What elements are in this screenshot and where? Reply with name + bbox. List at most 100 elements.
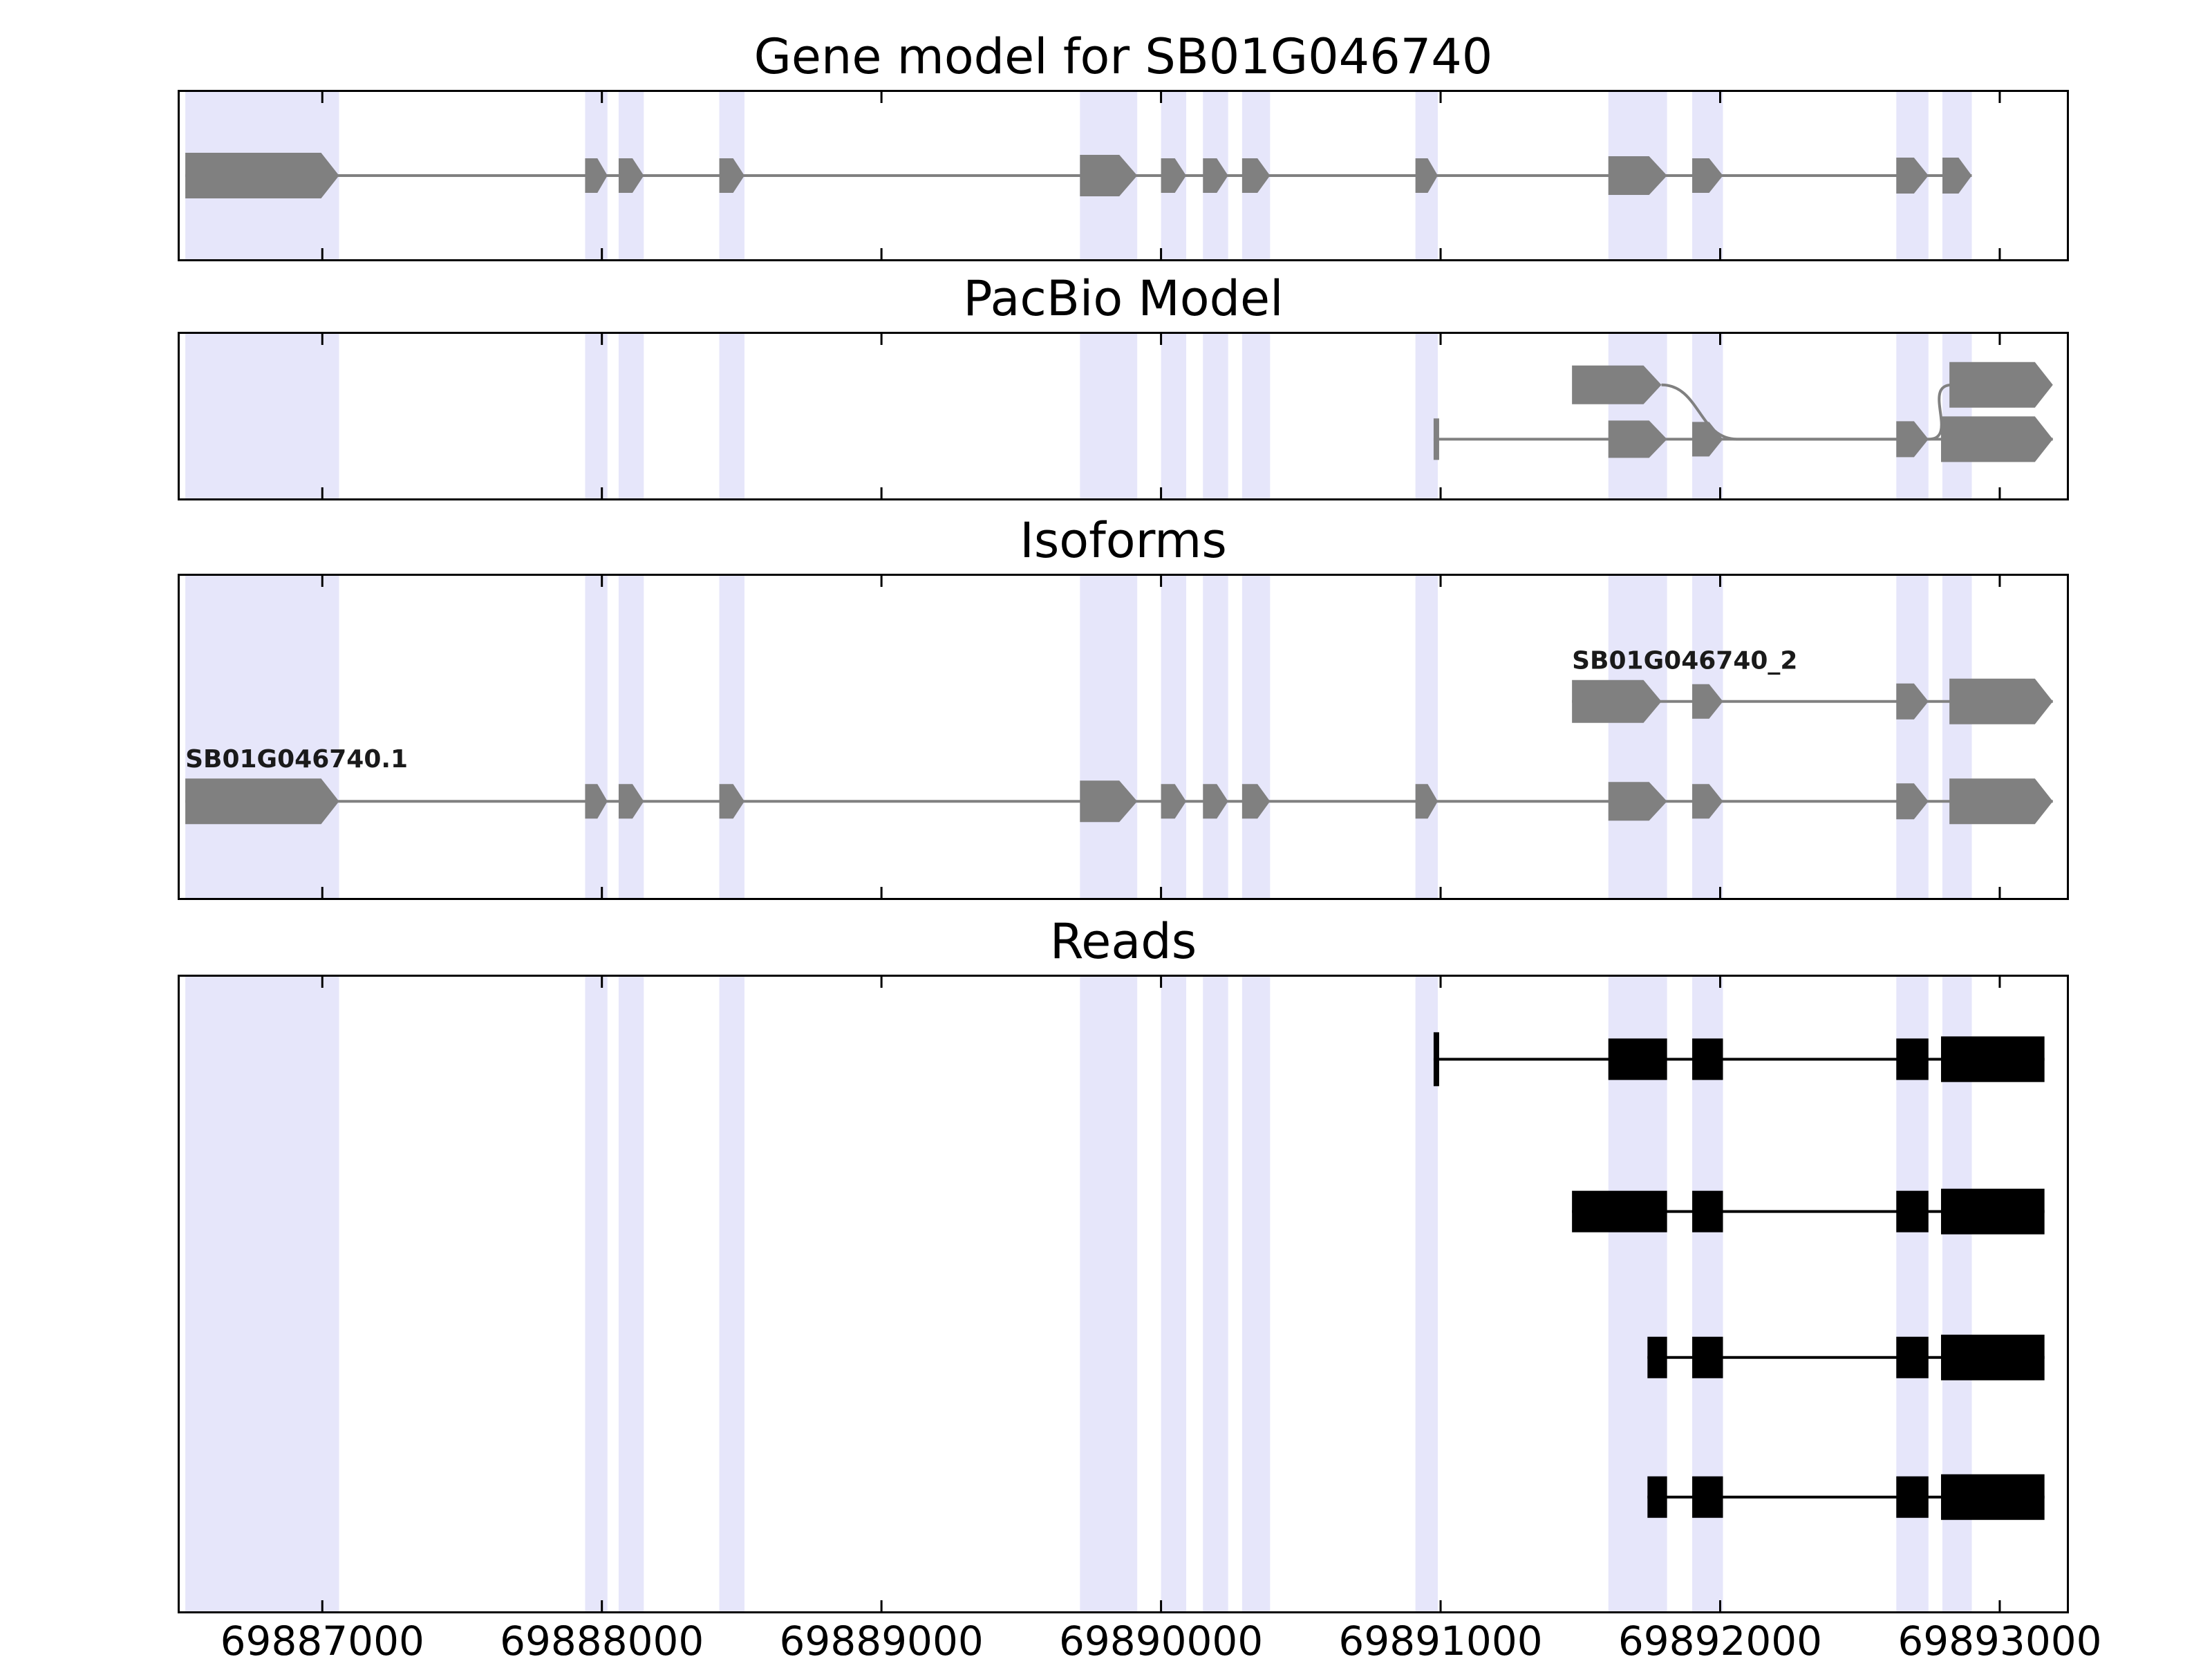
reads-panel-title: Reads [1049,913,1197,970]
exon-arrow [1415,784,1438,819]
highlight-band [1203,334,1228,498]
exon-arrow [1572,679,1662,723]
exon-arrow [1608,156,1667,195]
exon-arrow [618,158,644,193]
highlight-band [618,334,644,498]
exon-arrow [1896,783,1929,820]
exon-arrow [1692,158,1723,193]
highlight-band [185,576,339,898]
exon-box [1941,1474,2045,1520]
exon-arrow [1241,158,1271,193]
exon-arrow [1896,683,1929,720]
pacbio-canvas [185,334,2053,498]
highlight-band [1080,334,1138,498]
x-axis-tick-label: 69891000 [1338,1618,1543,1659]
highlight-band [185,334,339,498]
exon-arrow [1161,784,1186,819]
exon-box [1692,1038,1723,1080]
exon-arrow [1608,420,1667,458]
highlight-band [719,576,744,898]
highlight-band [1241,576,1271,898]
highlight-band [1241,977,1271,1611]
isoforms-panel: SB01G046740_2 SB01G046740.1 [178,574,2069,900]
exon-box [1896,1476,1929,1518]
exon-box [1896,1336,1929,1378]
exon-start-tick [1433,418,1439,460]
exon-arrow [185,778,339,825]
highlight-band [585,977,608,1611]
highlight-band [1203,977,1228,1611]
exon-arrow [1949,362,2053,408]
highlight-band [1161,977,1186,1611]
exon-arrow [185,153,339,198]
exon-arrow [618,784,644,819]
highlight-band [1608,334,1667,498]
exon-arrow [1608,782,1667,821]
isoforms-canvas: SB01G046740_2 SB01G046740.1 [185,576,2053,898]
x-axis-tick-label: 69892000 [1618,1618,1823,1659]
highlight-band [1942,334,1972,498]
exon-box [1896,1190,1929,1232]
highlight-band [1203,576,1228,898]
exon-start-tick [1433,1032,1439,1087]
exon-arrow [1692,784,1723,819]
exon-arrow [1203,158,1228,193]
highlight-band [1692,576,1723,898]
exon-arrow [1415,158,1438,193]
exon-arrow [1896,158,1929,194]
exon-box [1647,1476,1667,1518]
exon-arrow [1941,416,2053,462]
highlight-band [1415,334,1438,498]
exon-box [1608,1038,1667,1080]
exon-box [1692,1476,1723,1518]
x-axis-tick-label: 69893000 [1897,1618,2102,1659]
exon-box [1941,1334,2045,1380]
exon-box [1647,1336,1667,1378]
exon-box [1896,1038,1929,1080]
exon-arrow [1949,678,2053,724]
gene-model-panel-title: Gene model for SB01G046740 [753,28,1493,85]
highlight-band [1161,576,1186,898]
exon-arrow [585,158,608,193]
x-axis-tick-label: 69887000 [220,1618,424,1659]
exon-arrow [719,158,744,193]
exon-arrow [1896,421,1929,458]
gene-model-panel [178,90,2069,261]
gene-model-canvas [185,92,2001,259]
highlight-band [1942,576,1972,898]
highlight-band [618,977,644,1611]
highlight-band [1608,576,1667,898]
highlight-band [618,576,644,898]
x-axis-tick-label: 69889000 [779,1618,984,1659]
pacbio-panel [178,332,2069,500]
exon-arrow [1203,784,1228,819]
exon-arrow [719,784,744,819]
isoforms-panel-title: Isoforms [1020,512,1227,569]
exon-box [1572,1190,1667,1232]
exon-arrow [1692,422,1723,457]
highlight-band [1241,334,1271,498]
exon-arrow [1949,778,2053,825]
exon-arrow [1572,365,1662,404]
transcript-label: SB01G046740.1 [185,745,408,774]
highlight-band [1692,334,1723,498]
exon-box [1941,1036,2045,1082]
highlight-band [1080,576,1138,898]
transcript-label: SB01G046740_2 [1572,647,1797,675]
highlight-band [585,576,608,898]
exon-arrow [1161,158,1186,193]
exon-box [1692,1336,1723,1378]
highlight-band [719,977,744,1611]
exon-arrow [1080,780,1138,823]
pacbio-panel-title: PacBio Model [963,270,1284,327]
exon-box [1692,1190,1723,1232]
highlight-band [1896,576,1929,898]
highlight-band [1161,334,1186,498]
highlight-band [185,977,339,1611]
exon-arrow [1241,784,1271,819]
highlight-band [1080,977,1138,1611]
reads-canvas [185,977,2045,1611]
exon-arrow [1692,684,1723,719]
highlight-band [1415,576,1438,898]
